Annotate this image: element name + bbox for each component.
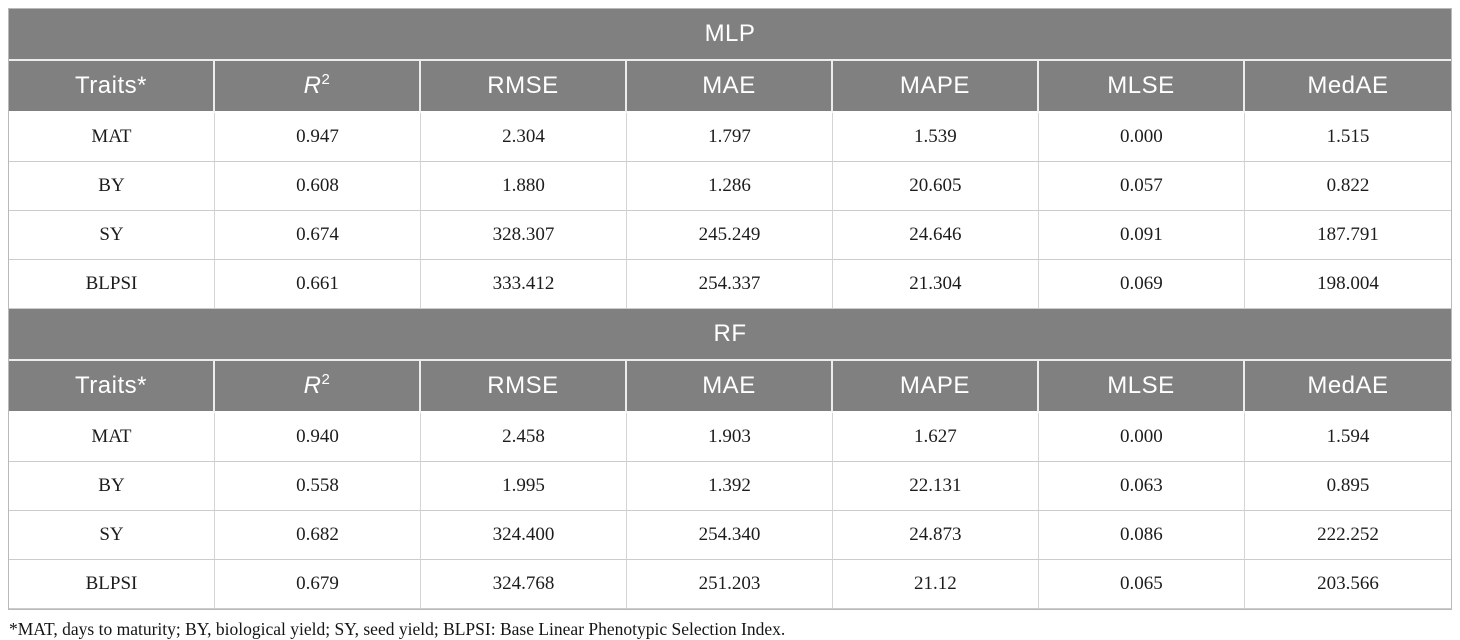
value-cell: 0.069 [1038,260,1245,309]
table-row: MAT 0.940 2.458 1.903 1.627 0.000 1.594 [9,413,1451,462]
value-cell: 324.400 [420,511,627,560]
trait-cell: BLPSI [9,260,215,309]
section-banner-row: MLP [9,9,1451,61]
trait-cell: BLPSI [9,560,215,609]
value-cell: 324.768 [420,560,627,609]
value-cell: 20.605 [832,162,1039,211]
column-header-mae: MAE [626,61,833,113]
value-cell: 0.682 [214,511,421,560]
value-cell: 0.558 [214,462,421,511]
column-header-r2-label: R [303,372,322,399]
table-row: MAT 0.947 2.304 1.797 1.539 0.000 1.515 [9,113,1451,162]
table-row: BY 0.608 1.880 1.286 20.605 0.057 0.822 [9,162,1451,211]
value-cell: 1.539 [832,113,1039,162]
value-cell: 2.458 [420,413,627,462]
column-header-traits: Traits* [9,61,215,113]
section-title-mlp: MLP [9,9,1451,61]
value-cell: 21.12 [832,560,1039,609]
column-header-mape: MAPE [832,361,1039,413]
value-cell: 1.515 [1244,113,1451,162]
value-cell: 0.661 [214,260,421,309]
value-cell: 0.000 [1038,413,1245,462]
value-cell: 0.065 [1038,560,1245,609]
column-header-rmse: RMSE [420,361,627,413]
table-row: BLPSI 0.679 324.768 251.203 21.12 0.065 … [9,560,1451,609]
column-header-r2-sup: 2 [321,371,331,388]
value-cell: 21.304 [832,260,1039,309]
column-header-traits: Traits* [9,361,215,413]
value-cell: 245.249 [626,211,833,260]
table-footnote: *MAT, days to maturity; BY, biological y… [9,619,786,639]
value-cell: 22.131 [832,462,1039,511]
table-row: BLPSI 0.661 333.412 254.337 21.304 0.069… [9,260,1451,309]
table-row: BY 0.558 1.995 1.392 22.131 0.063 0.895 [9,462,1451,511]
value-cell: 203.566 [1244,560,1451,609]
column-header-mlse: MLSE [1038,61,1245,113]
section-banner-row: RF [9,309,1451,361]
value-cell: 0.091 [1038,211,1245,260]
value-cell: 1.286 [626,162,833,211]
value-cell: 2.304 [420,113,627,162]
section-title-rf: RF [9,309,1451,361]
column-header-rmse: RMSE [420,61,627,113]
value-cell: 0.057 [1038,162,1245,211]
value-cell: 254.337 [626,260,833,309]
column-header-mlse: MLSE [1038,361,1245,413]
column-header-r2-sup: 2 [321,71,331,88]
trait-cell: BY [9,162,215,211]
column-header-mape: MAPE [832,61,1039,113]
column-header-row: Traits* R2 RMSE MAE MAPE MLSE MedAE [9,61,1451,113]
trait-cell: SY [9,211,215,260]
table-row: SY 0.682 324.400 254.340 24.873 0.086 22… [9,511,1451,560]
column-header-medae: MedAE [1244,361,1451,413]
value-cell: 24.873 [832,511,1039,560]
value-cell: 0.940 [214,413,421,462]
table-row: SY 0.674 328.307 245.249 24.646 0.091 18… [9,211,1451,260]
value-cell: 0.608 [214,162,421,211]
value-cell: 333.412 [420,260,627,309]
value-cell: 1.995 [420,462,627,511]
value-cell: 198.004 [1244,260,1451,309]
value-cell: 254.340 [626,511,833,560]
model-metrics-table: MLP Traits* R2 RMSE MAE MAPE MLSE MedAE … [8,8,1452,610]
trait-cell: SY [9,511,215,560]
value-cell: 0.679 [214,560,421,609]
column-header-mae: MAE [626,361,833,413]
column-header-r2: R2 [214,61,421,113]
value-cell: 24.646 [832,211,1039,260]
value-cell: 1.392 [626,462,833,511]
value-cell: 222.252 [1244,511,1451,560]
value-cell: 0.895 [1244,462,1451,511]
value-cell: 0.822 [1244,162,1451,211]
value-cell: 187.791 [1244,211,1451,260]
value-cell: 251.203 [626,560,833,609]
column-header-r2: R2 [214,361,421,413]
value-cell: 1.797 [626,113,833,162]
column-header-medae: MedAE [1244,61,1451,113]
value-cell: 0.947 [214,113,421,162]
value-cell: 328.307 [420,211,627,260]
value-cell: 0.674 [214,211,421,260]
value-cell: 0.086 [1038,511,1245,560]
value-cell: 0.063 [1038,462,1245,511]
value-cell: 1.903 [626,413,833,462]
trait-cell: BY [9,462,215,511]
value-cell: 1.627 [832,413,1039,462]
column-header-r2-label: R [303,72,322,99]
value-cell: 1.880 [420,162,627,211]
trait-cell: MAT [9,113,215,162]
value-cell: 0.000 [1038,113,1245,162]
trait-cell: MAT [9,413,215,462]
column-header-row: Traits* R2 RMSE MAE MAPE MLSE MedAE [9,361,1451,413]
value-cell: 1.594 [1244,413,1451,462]
